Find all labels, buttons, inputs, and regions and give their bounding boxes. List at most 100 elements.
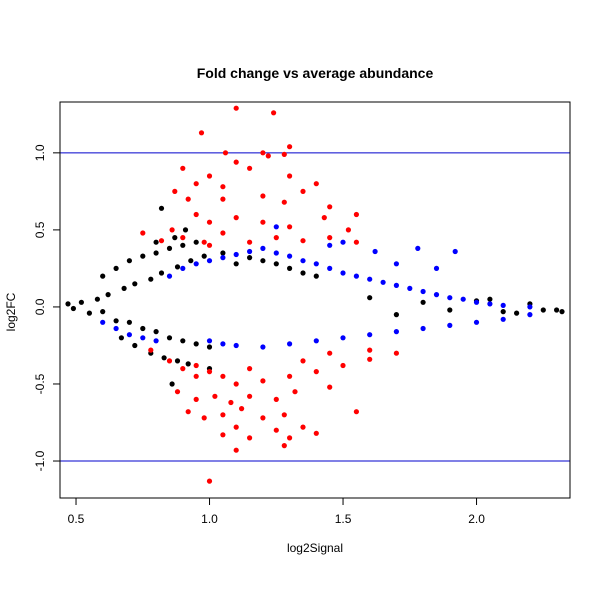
data-point-red [281, 412, 287, 418]
data-point-red [180, 235, 186, 241]
data-point-red [220, 230, 226, 236]
data-point-blue [393, 282, 399, 288]
data-point-black [132, 342, 138, 349]
data-point-blue [126, 332, 132, 338]
data-point-red [206, 369, 213, 375]
data-point-blue [433, 292, 440, 298]
data-point-red [281, 199, 287, 205]
data-point-red [327, 350, 333, 356]
data-point-blue [153, 338, 159, 344]
data-point-red [287, 373, 293, 379]
data-point-black [514, 310, 520, 316]
data-point-black [169, 381, 175, 387]
data-point-red [353, 239, 359, 245]
data-point-blue [527, 312, 533, 318]
data-point-red [166, 358, 173, 364]
y-axis: -1.0 -0.5 0.0 0.5 1.0 [33, 144, 61, 471]
data-point-blue [452, 248, 458, 255]
data-point-red [158, 238, 165, 244]
data-point-blue [340, 239, 346, 245]
data-point-blue [500, 302, 506, 308]
data-point-blue [420, 288, 426, 295]
data-point-red [185, 196, 191, 202]
data-point-black [188, 258, 194, 264]
x-axis-label: log2Signal [287, 541, 343, 555]
data-point-black [153, 250, 159, 256]
data-point-blue [393, 261, 399, 267]
data-point-red [193, 211, 199, 218]
data-point-blue [193, 261, 199, 267]
data-point-black [193, 239, 199, 245]
data-point-red [220, 432, 226, 438]
data-point-red [233, 105, 239, 111]
data-point-blue [287, 341, 293, 347]
y-tick-label: 0.5 [33, 221, 47, 238]
data-point-black [113, 265, 119, 271]
data-point-blue [327, 265, 333, 271]
data-point-black [100, 309, 106, 315]
data-point-black [260, 258, 266, 264]
data-point-red [287, 224, 293, 230]
data-point-red [260, 378, 266, 384]
data-point-blue [273, 250, 279, 256]
data-point-red [353, 409, 359, 415]
data-point-blue [166, 273, 173, 279]
data-point-red [247, 366, 253, 372]
data-point-black [166, 245, 173, 251]
x-tick-label: 0.5 [68, 512, 85, 526]
data-point-red [193, 181, 199, 187]
data-point-blue [233, 251, 239, 258]
data-point-blue [113, 325, 119, 332]
data-point-red [220, 373, 226, 379]
data-point-red [327, 235, 333, 241]
data-point-red [220, 412, 226, 418]
data-point-red [247, 393, 253, 399]
data-point-black [206, 344, 213, 350]
x-tick-label: 1.0 [201, 512, 218, 526]
data-point-red [180, 165, 186, 171]
data-point-black [487, 296, 493, 302]
y-tick-label: 0.0 [33, 298, 47, 315]
data-point-red [300, 188, 306, 194]
data-point-blue [487, 301, 493, 307]
x-tick-label: 2.0 [468, 512, 485, 526]
data-point-black [185, 361, 191, 367]
data-point-red [193, 373, 199, 379]
data-point-red [265, 153, 271, 159]
x-tick-label: 1.5 [335, 512, 352, 526]
data-point-red [220, 196, 226, 202]
data-point-blue [180, 265, 186, 271]
data-point-red [233, 159, 239, 165]
data-point-blue [447, 322, 453, 328]
data-point-red [233, 424, 239, 430]
data-point-red [220, 184, 226, 190]
data-point-red [273, 396, 279, 402]
data-point-black [105, 292, 111, 298]
data-point-red [193, 396, 199, 402]
data-point-blue [340, 270, 346, 276]
data-point-red [300, 238, 306, 244]
data-point-blue [407, 285, 413, 291]
data-point-blue [313, 261, 319, 267]
data-point-black [126, 319, 132, 325]
data-point-red [340, 362, 346, 369]
plot-frame [59, 101, 571, 499]
data-point-blue [340, 335, 346, 341]
data-point-blue [367, 276, 373, 282]
data-point-red [300, 424, 306, 430]
data-point-blue [247, 248, 253, 255]
data-point-red [345, 227, 351, 233]
data-point-black [193, 341, 199, 347]
data-point-red [140, 230, 146, 236]
data-point-red [260, 150, 266, 156]
data-point-red [313, 430, 319, 436]
data-point-red [198, 130, 205, 136]
data-point-red [228, 399, 234, 406]
data-point-blue [460, 296, 466, 302]
data-point-black [174, 264, 181, 270]
data-point-blue [372, 248, 378, 255]
y-axis-label: log2FC [4, 292, 18, 331]
data-point-red [239, 406, 245, 412]
data-point-black [287, 265, 293, 271]
data-point-blue [260, 245, 266, 251]
